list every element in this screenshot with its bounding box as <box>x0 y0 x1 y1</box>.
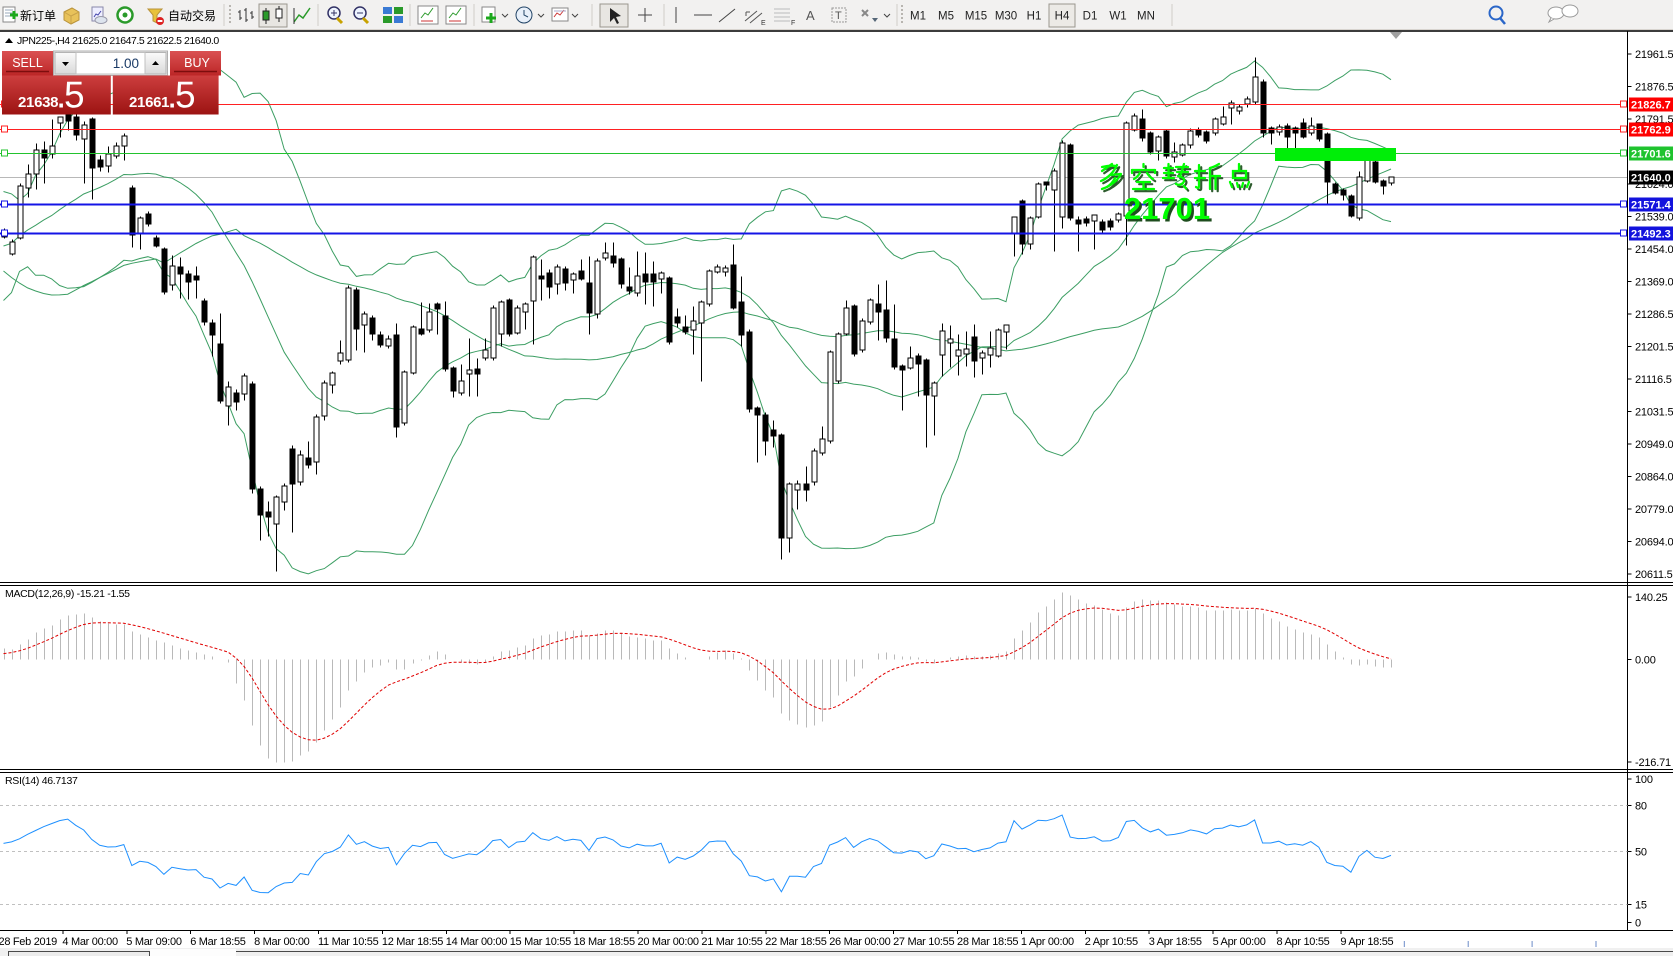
svg-text:D1: D1 <box>1083 11 1098 23</box>
svg-text:1 Apr 00:00: 1 Apr 00:00 <box>1021 936 1074 948</box>
svg-text:20694.0: 20694.0 <box>1635 537 1673 549</box>
svg-text:0.00: 0.00 <box>1635 655 1656 667</box>
svg-text:21539.0: 21539.0 <box>1635 212 1673 224</box>
svg-text:RSI(14) 46.7137: RSI(14) 46.7137 <box>5 775 78 787</box>
svg-text:3 Apr 18:55: 3 Apr 18:55 <box>1149 936 1202 948</box>
svg-text:21492.3: 21492.3 <box>1631 229 1671 241</box>
svg-text:F: F <box>791 20 795 27</box>
svg-text:SELL: SELL <box>12 56 43 70</box>
svg-text:BUY: BUY <box>184 56 210 70</box>
svg-text:8 Apr 10:55: 8 Apr 10:55 <box>1277 936 1330 948</box>
svg-text:20611.5: 20611.5 <box>1635 569 1673 581</box>
svg-text:A: A <box>806 8 815 23</box>
svg-text:8 Mar 00:00: 8 Mar 00:00 <box>254 936 310 948</box>
svg-text:E: E <box>761 20 766 27</box>
svg-text:H1: H1 <box>1027 11 1042 23</box>
svg-text:20779.0: 20779.0 <box>1635 504 1673 516</box>
svg-text:21640.0: 21640.0 <box>1631 173 1671 185</box>
svg-text:12 Mar 18:55: 12 Mar 18:55 <box>382 936 443 948</box>
svg-text:20864.0: 20864.0 <box>1635 472 1673 484</box>
svg-text:21661: 21661 <box>129 94 169 111</box>
svg-text:21762.9: 21762.9 <box>1631 125 1671 137</box>
svg-text:2 Apr 10:55: 2 Apr 10:55 <box>1085 936 1138 948</box>
svg-text:21638: 21638 <box>18 94 58 111</box>
svg-text:21369.0: 21369.0 <box>1635 277 1673 289</box>
svg-text:21961.5: 21961.5 <box>1635 49 1673 61</box>
svg-text:28 Feb 2019: 28 Feb 2019 <box>0 936 57 948</box>
svg-text:80: 80 <box>1635 801 1647 813</box>
svg-text:.: . <box>56 75 66 116</box>
svg-text:6 Mar 18:55: 6 Mar 18:55 <box>190 936 246 948</box>
svg-text:21826.7: 21826.7 <box>1631 100 1671 112</box>
svg-text:21701: 21701 <box>1126 193 1212 228</box>
svg-text:22 Mar 18:55: 22 Mar 18:55 <box>765 936 826 948</box>
svg-text:MACD(12,26,9) -15.21 -1.55: MACD(12,26,9) -15.21 -1.55 <box>5 588 130 600</box>
svg-text:自动交易: 自动交易 <box>168 8 216 23</box>
svg-text:21031.5: 21031.5 <box>1635 407 1673 419</box>
svg-text:1.00: 1.00 <box>113 56 139 71</box>
svg-text:W1: W1 <box>1109 11 1126 23</box>
svg-text:14 Mar 00:00: 14 Mar 00:00 <box>446 936 507 948</box>
svg-text:21701: 21701 <box>1124 191 1210 226</box>
svg-text:9 Apr 18:55: 9 Apr 18:55 <box>1340 936 1393 948</box>
svg-text:20 Mar 00:00: 20 Mar 00:00 <box>638 936 699 948</box>
svg-text:18 Mar 18:55: 18 Mar 18:55 <box>574 936 635 948</box>
svg-text:140.25: 140.25 <box>1635 592 1668 604</box>
svg-text:21 Mar 10:55: 21 Mar 10:55 <box>701 936 762 948</box>
svg-text:20949.0: 20949.0 <box>1635 439 1673 451</box>
svg-text:.: . <box>167 75 177 116</box>
svg-text:M5: M5 <box>938 11 954 23</box>
svg-text:21201.5: 21201.5 <box>1635 342 1673 354</box>
svg-text:H4: H4 <box>1055 11 1070 23</box>
svg-text:M30: M30 <box>995 11 1017 23</box>
svg-text:JPN225-,H4 21625.0 21647.5 21: JPN225-,H4 21625.0 21647.5 21622.5 21640… <box>17 35 219 47</box>
svg-text:21701.6: 21701.6 <box>1631 149 1671 161</box>
svg-text:5: 5 <box>64 75 85 116</box>
svg-text:100: 100 <box>1635 774 1653 786</box>
svg-text:28 Mar 18:55: 28 Mar 18:55 <box>957 936 1018 948</box>
svg-text:5 Mar 09:00: 5 Mar 09:00 <box>126 936 182 948</box>
svg-text:-216.71: -216.71 <box>1635 757 1671 769</box>
svg-text:5: 5 <box>175 75 196 116</box>
svg-text:T: T <box>835 10 842 22</box>
svg-text:MN: MN <box>1137 11 1155 23</box>
svg-text:15: 15 <box>1635 900 1647 912</box>
svg-text:27 Mar 10:55: 27 Mar 10:55 <box>893 936 954 948</box>
svg-text:5 Apr 00:00: 5 Apr 00:00 <box>1213 936 1266 948</box>
svg-text:21286.5: 21286.5 <box>1635 309 1673 321</box>
svg-text:26 Mar 00:00: 26 Mar 00:00 <box>829 936 890 948</box>
svg-text:21876.5: 21876.5 <box>1635 82 1673 94</box>
svg-text:21571.4: 21571.4 <box>1631 200 1672 212</box>
svg-text:M15: M15 <box>965 11 987 23</box>
svg-text:21454.0: 21454.0 <box>1635 244 1673 256</box>
svg-text:4 Mar 00:00: 4 Mar 00:00 <box>62 936 118 948</box>
svg-text:15 Mar 10:55: 15 Mar 10:55 <box>510 936 571 948</box>
svg-text:21116.5: 21116.5 <box>1635 374 1672 386</box>
svg-text:0: 0 <box>1635 918 1641 930</box>
svg-text:11 Mar 10:55: 11 Mar 10:55 <box>318 936 379 948</box>
svg-text:50: 50 <box>1635 847 1647 859</box>
svg-text:新订单: 新订单 <box>20 8 56 23</box>
svg-text:M1: M1 <box>910 11 926 23</box>
